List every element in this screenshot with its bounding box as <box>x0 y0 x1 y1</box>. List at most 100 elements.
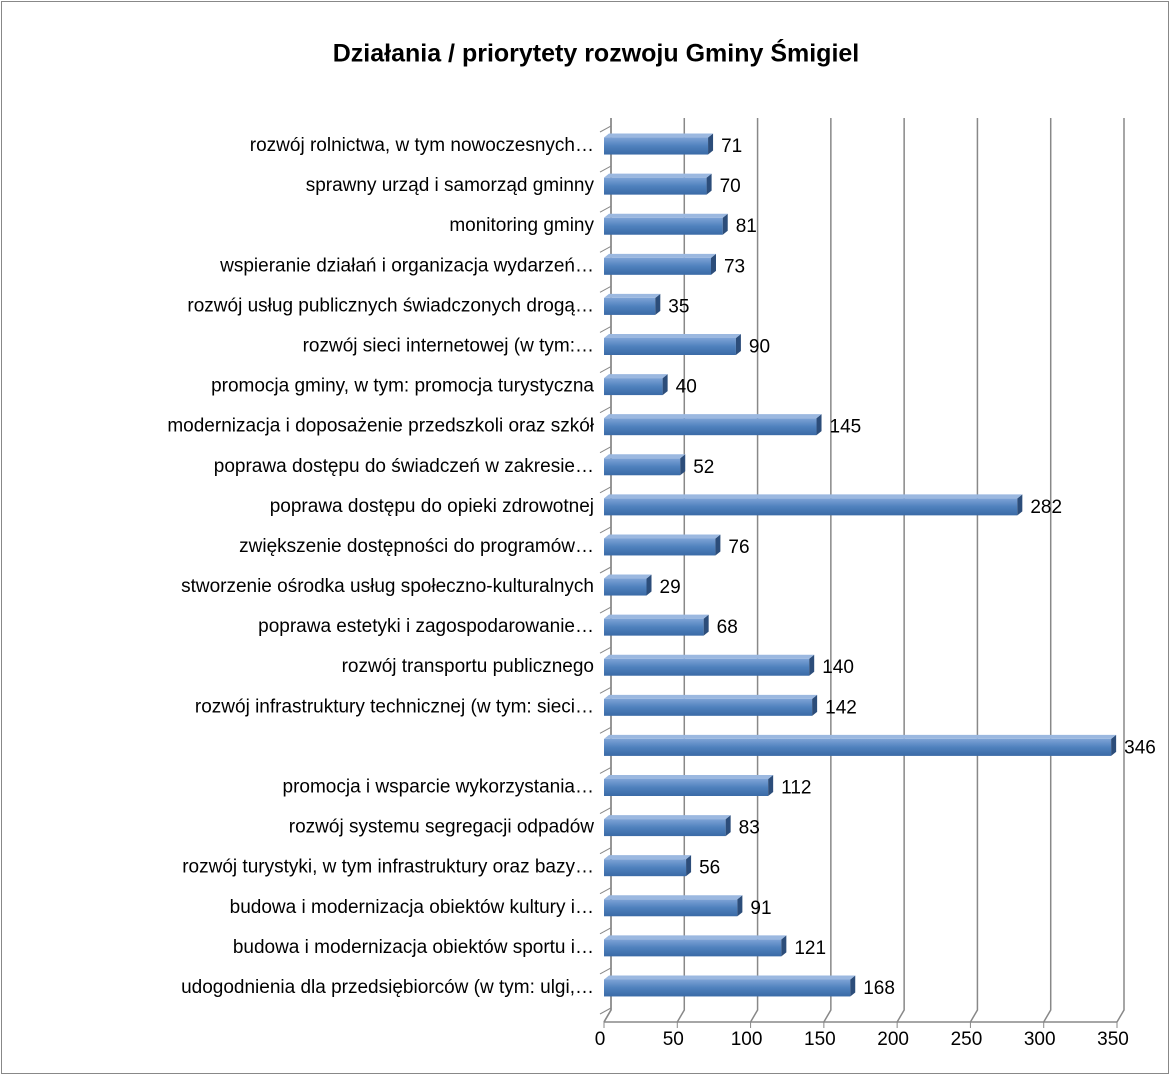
category-tick <box>599 285 612 293</box>
category-tick <box>599 967 612 975</box>
y-tick-label: rozwój transportu publicznego <box>342 656 594 677</box>
x-tick-label: 50 <box>663 1029 684 1050</box>
category-tick <box>599 847 612 855</box>
x-tick-label: 0 <box>595 1029 606 1050</box>
grid-line <box>896 118 905 1023</box>
grid-line <box>969 118 979 1023</box>
data-label: 40 <box>676 377 697 398</box>
bar <box>604 378 663 396</box>
chart-title: Działania / priorytety rozwoju Gminy Śmi… <box>333 38 860 68</box>
bar-top <box>604 935 787 940</box>
data-label: 112 <box>781 778 811 799</box>
bar-side <box>768 775 774 796</box>
x-tick-label: 250 <box>951 1029 983 1050</box>
bar-top <box>604 253 716 258</box>
bar-top <box>604 173 712 178</box>
bar <box>604 338 736 355</box>
bar-top <box>604 494 1023 499</box>
y-tick-label: rozwój infrastruktury technicznej (w tym… <box>195 696 594 717</box>
bar <box>604 177 707 195</box>
category-tick <box>599 566 612 574</box>
bar-side <box>850 975 856 997</box>
bar-side <box>735 334 741 355</box>
bar-side <box>1017 494 1023 516</box>
bar <box>604 859 687 877</box>
y-tick-label: stworzenie ośrodka usług społeczno-kultu… <box>181 576 594 597</box>
bar <box>604 738 1112 756</box>
bar-top <box>604 334 741 338</box>
bar-side <box>722 213 728 235</box>
bar <box>604 618 704 636</box>
data-label: 70 <box>720 176 741 197</box>
x-tick-label: 150 <box>804 1029 836 1050</box>
bar-top <box>604 534 721 539</box>
bar <box>604 698 813 716</box>
data-label: 91 <box>750 898 771 919</box>
y-tick-label: poprawa dostępu do świadczeń w zakresie… <box>214 456 594 477</box>
bar-side <box>737 895 743 917</box>
y-tick-label: poprawa dostępu do opieki zdrowotnej <box>270 496 594 517</box>
bar <box>604 137 709 155</box>
bar-top <box>604 975 856 980</box>
category-tick <box>599 245 612 253</box>
data-label: 121 <box>794 938 826 959</box>
data-label: 52 <box>693 457 714 478</box>
grid-line <box>823 118 832 1023</box>
data-label: 68 <box>717 617 738 638</box>
category-tick <box>599 326 612 333</box>
y-tick-label: promocja gminy, w tym: promocja turystyc… <box>211 376 594 397</box>
data-label: 35 <box>668 296 689 317</box>
bar-top <box>604 574 652 579</box>
bar-side <box>680 454 686 476</box>
data-label: 140 <box>822 657 854 678</box>
data-label: 90 <box>749 337 770 358</box>
data-label: 83 <box>739 818 760 839</box>
bar-side <box>708 133 714 155</box>
bar-side <box>1111 734 1117 756</box>
bar-side <box>710 253 716 275</box>
category-tick <box>599 366 612 373</box>
data-label: 346 <box>1124 737 1156 758</box>
data-label: 56 <box>699 858 720 879</box>
bar <box>604 418 817 436</box>
category-tick <box>599 526 612 534</box>
grid-line <box>1116 118 1125 1023</box>
bar <box>604 939 782 957</box>
y-tick-label: rozwój usług publicznych świadczonych dr… <box>187 295 594 316</box>
bar <box>604 498 1018 516</box>
category-tick <box>599 726 612 734</box>
y-tick-label: rozwój rolnictwa, w tym nowoczesnych… <box>250 135 594 156</box>
bar <box>604 297 656 315</box>
bar-side <box>781 935 787 957</box>
bar-top <box>604 213 728 218</box>
bar-side <box>816 414 822 436</box>
data-label: 168 <box>863 978 895 999</box>
bar-top <box>604 775 774 779</box>
y-tick-label: rozwój systemu segregacji odpadów <box>289 817 594 838</box>
x-tick-label: 300 <box>1024 1029 1056 1050</box>
category-tick <box>599 767 612 774</box>
grid-line <box>1043 118 1052 1023</box>
bar-side <box>655 293 661 315</box>
bar <box>604 779 769 796</box>
data-label: 142 <box>825 697 857 718</box>
bar-top <box>604 815 731 820</box>
data-label: 73 <box>724 256 745 277</box>
bar-side <box>809 654 815 676</box>
bar-side <box>703 614 709 636</box>
x-tick-label: 200 <box>877 1029 909 1050</box>
bar <box>604 819 726 837</box>
bar <box>604 257 711 275</box>
category-tick <box>599 165 612 173</box>
bar <box>604 979 851 997</box>
bar-top <box>604 614 709 619</box>
category-tick <box>599 927 612 935</box>
category-tick <box>599 1007 612 1015</box>
category-tick <box>599 887 612 895</box>
bar-top <box>604 654 815 659</box>
y-tick-label: rozwój turystyki, w tym infrastruktury o… <box>182 857 594 878</box>
bar-side <box>686 855 692 877</box>
y-tick-label: poprawa estetyki i zagospodarowanie… <box>258 616 594 637</box>
bar-top <box>604 293 661 298</box>
